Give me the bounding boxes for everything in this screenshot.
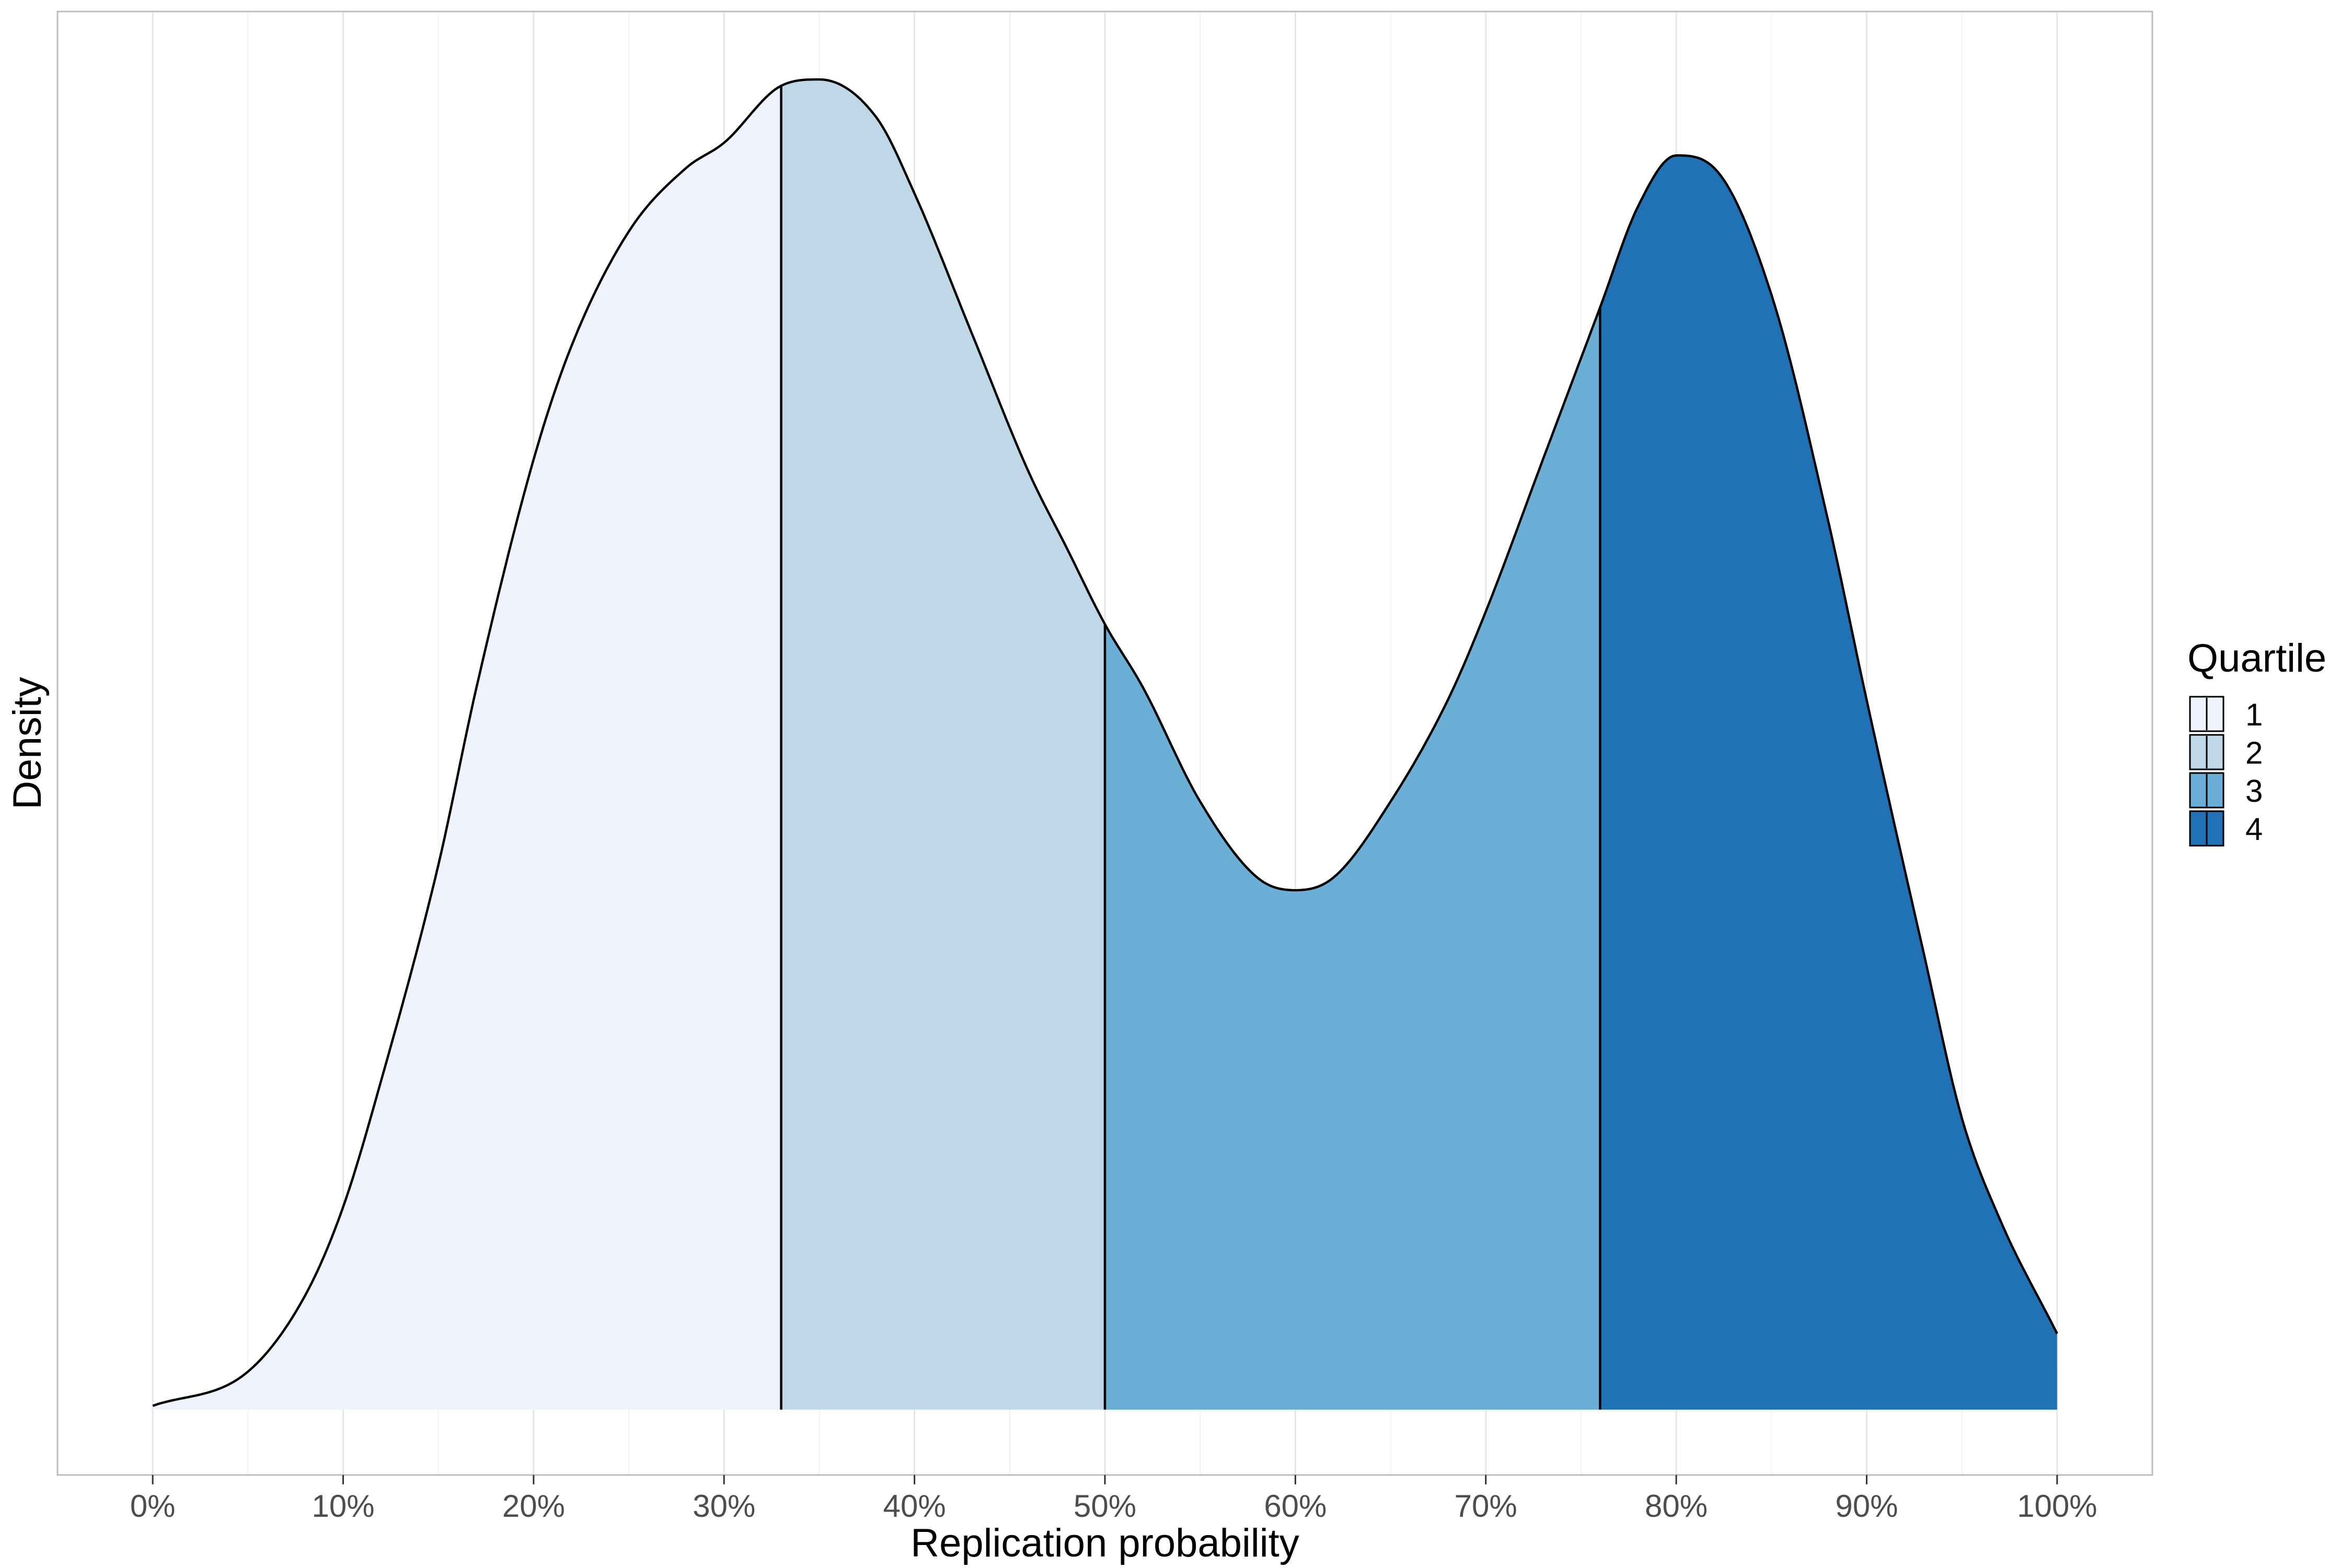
x-axis-title: Replication probability [910,1521,1299,1565]
legend-label-3: 3 [2245,774,2263,809]
x-tick-label: 100% [2017,1489,2097,1524]
quartile-1-area [153,86,781,1410]
x-tick-label: 20% [502,1489,565,1524]
quartile-2-area [781,79,1105,1410]
x-tick-label: 0% [130,1489,176,1524]
quartile-dividers [780,86,1601,1410]
legend-label-4: 4 [2245,812,2263,847]
x-axis-ticks: 0% 10% 20% 30% 40% 50% 60% 70% 80% 90% 100% [130,1475,2097,1524]
legend-title: Quartile [2187,636,2326,681]
x-tick-label: 60% [1264,1489,1327,1524]
y-axis-title: Density [5,677,50,809]
legend-label-2: 2 [2245,735,2263,770]
legend: Quartile 12 34 [2187,636,2326,847]
x-tick-label: 90% [1835,1489,1898,1524]
x-tick-label: 40% [883,1489,946,1524]
density-outline [152,78,2058,1407]
x-tick-label: 30% [693,1489,755,1524]
x-tick-label: 10% [312,1489,374,1524]
x-tick-label: 80% [1645,1489,1708,1524]
legend-label-1: 1 [2245,697,2263,732]
x-tick-label: 70% [1455,1489,1517,1524]
legend-items: 12 34 [2189,696,2263,847]
x-tick-label: 50% [1074,1489,1136,1524]
quartile-4-area [1600,155,2057,1410]
